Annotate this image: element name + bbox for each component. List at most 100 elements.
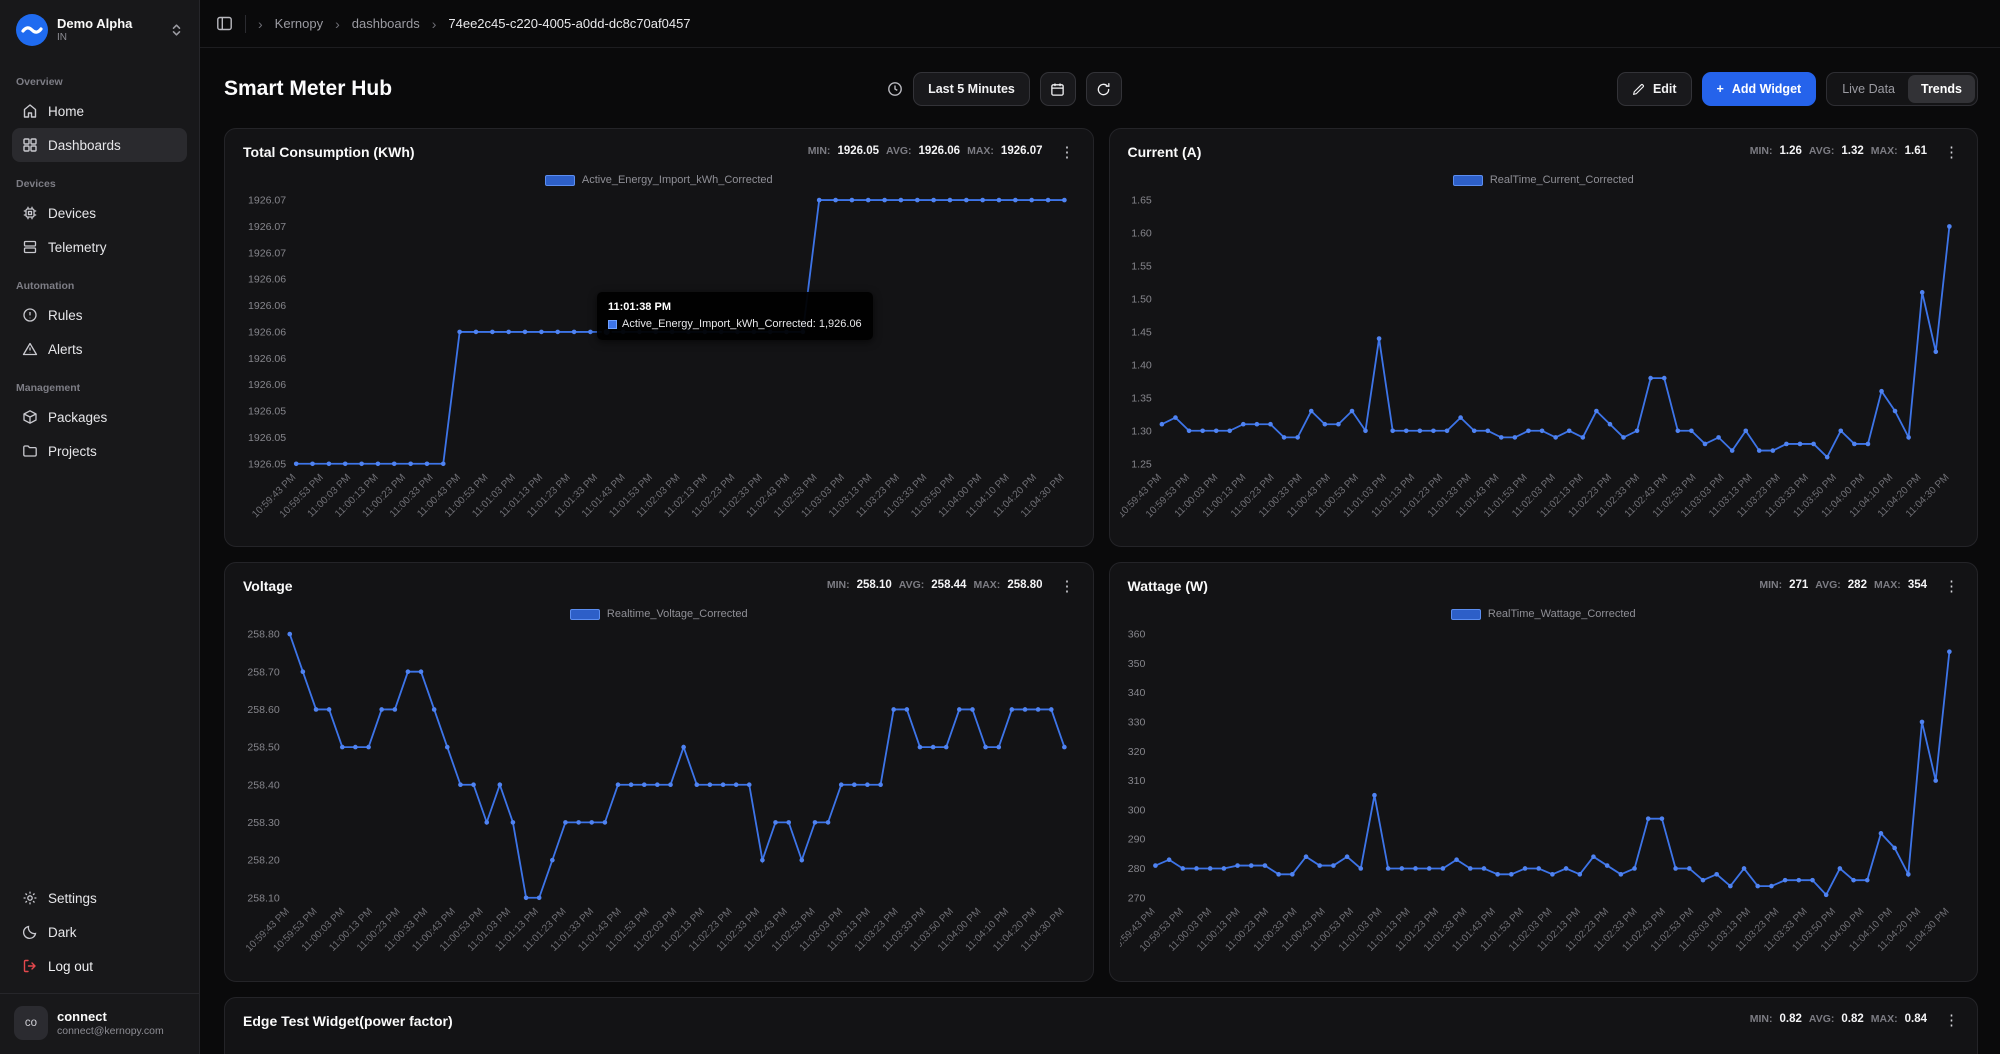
svg-text:1.45: 1.45 [1131,326,1152,338]
sidebar-item-theme-toggle[interactable]: Dark [12,915,187,949]
org-switcher[interactable]: Demo Alpha IN [12,10,187,60]
chart-legend: RealTime_Current_Corrected [1120,170,1968,190]
chevron-right-icon: › [258,15,263,32]
sidebar-item-telemetry[interactable]: Telemetry [12,230,187,264]
widget-title: Wattage (W) [1127,578,1208,595]
logout-icon [23,959,36,973]
sidebar-item-devices[interactable]: Devices [12,196,187,230]
main-area: › Kernopy › dashboards › 74ee2c45-c220-4… [200,0,2000,1054]
view-mode-segmented: Live Data Trends [1826,72,1978,106]
svg-text:360: 360 [1127,629,1145,641]
sidebar-item-label: Projects [48,443,97,459]
sidebar-item-projects[interactable]: Projects [12,434,187,468]
widget-title: Total Consumption (KWh) [243,144,415,160]
svg-text:310: 310 [1127,775,1145,787]
sidebar-item-rules[interactable]: Rules [12,298,187,332]
sidebar-item-label: Home [48,103,85,119]
widget-voltage: Voltage MIN: 258.10 AVG: 258.44 MAX: 258.80… [224,562,1094,982]
sidebar-item-alerts[interactable]: Alerts [12,332,187,366]
svg-text:1926.05: 1926.05 [248,458,286,470]
page-title: Smart Meter Hub [224,77,393,100]
sidebar-item-home[interactable]: Home [12,94,187,128]
legend-swatch [1452,174,1483,186]
svg-text:270: 270 [1127,893,1145,905]
svg-text:330: 330 [1127,717,1145,729]
edit-button[interactable]: Edit [1616,72,1692,106]
stat-max: 0.84 [1904,1013,1927,1026]
widget-title: Current (A) [1127,144,1202,160]
user-name: connect [57,1009,107,1025]
sidebar-item-settings[interactable]: Settings [12,881,187,915]
tab-live-data[interactable]: Live Data [1842,82,1895,96]
moon-icon [22,925,37,940]
svg-text:290: 290 [1127,834,1145,846]
sidebar-footer: Settings Dark Log out co connect connect… [0,881,199,1042]
sidebar-toggle-button[interactable] [216,15,233,32]
widget-menu-button[interactable]: ⋮ [1059,143,1075,161]
org-logo-icon [16,14,48,46]
gear-icon [23,891,37,905]
svg-text:1926.06: 1926.06 [248,379,286,391]
stat-min: 0.82 [1779,1013,1802,1026]
widget-menu-button[interactable]: ⋮ [1944,577,1959,595]
chart-canvas[interactable]: 1.651.601.551.501.451.401.351.301.2510:5… [1120,190,1968,544]
chip-icon [23,206,37,220]
svg-text:1.30: 1.30 [1131,425,1152,437]
svg-text:258.40: 258.40 [247,780,279,792]
widget-edge-test: Edge Test Widget(power factor) MIN: 0.82 … [224,996,1978,1054]
widget-menu-button[interactable]: ⋮ [1944,1012,1959,1030]
chart-canvas[interactable]: 1926.07 1926.07 1926.07 1926.06 1926.06 1926.… [235,190,1083,544]
widget-current: Current (A) MIN: 1.26 AVG: 1.32 MAX: 1.61 ⋮… [1108,128,1978,548]
svg-text:258.60: 258.60 [247,704,279,716]
widget-grid: Total Consumption (KWh) MIN: 1926.05 AVG:… [224,128,1978,982]
section-heading-overview: Overview [16,76,63,88]
chart-canvas[interactable]: 258.80 258.70 258.60 258.50 258.40 258.30 258.… [235,624,1083,978]
sidebar-item-label: Settings [48,890,97,906]
user-email: connect@kernopy.com [57,1024,164,1037]
chart-legend: Active_Energy_Import_kWh_Corrected [235,170,1083,190]
chart-legend: Realtime_Voltage_Corrected [235,604,1083,624]
breadcrumb-org[interactable]: Kernopy [274,16,324,31]
legend-swatch [544,174,575,186]
svg-text:258.10: 258.10 [247,893,279,905]
calendar-button[interactable] [1039,72,1076,106]
chevron-right-icon: › [335,15,340,32]
widget-menu-button[interactable]: ⋮ [1059,577,1075,595]
alert-circle-icon [23,308,37,322]
tab-trends[interactable]: Trends [1908,75,1975,103]
widget-wattage: Wattage (W) MIN: 271 AVG: 282 MAX: 354 ⋮ Re… [1108,562,1978,982]
chevron-right-icon: › [431,15,437,32]
widget-menu-button[interactable]: ⋮ [1944,143,1959,161]
sidebar-item-dashboards[interactable]: Dashboards [12,128,187,162]
svg-text:1.40: 1.40 [1131,359,1152,371]
chevron-up-down-icon [170,23,183,37]
breadcrumb-dashboards[interactable]: dashboards [351,16,420,31]
user-account[interactable]: co connect connect@kernopy.com [12,994,187,1042]
stat-min: 1926.05 [837,144,880,157]
refresh-button[interactable] [1085,72,1122,106]
add-widget-button[interactable]: + Add Widget [1701,72,1817,106]
svg-text:258.20: 258.20 [247,855,279,867]
legend-swatch [1450,608,1481,620]
svg-text:1926.06: 1926.06 [248,300,286,312]
widget-stats: MIN: 258.10 AVG: 258.44 MAX: 258.80 ⋮ [826,577,1075,595]
warning-triangle-icon [22,342,38,356]
stat-max: 1.61 [1904,144,1927,157]
time-range-button[interactable]: Last 5 Minutes [913,72,1030,106]
pencil-icon [1632,83,1644,95]
svg-text:258.80: 258.80 [247,629,279,641]
stat-min: 271 [1789,578,1809,591]
stat-avg: 1926.06 [918,144,961,157]
sidebar-item-label: Rules [48,307,83,323]
clock-icon [887,81,903,97]
sidebar-item-label: Alerts [48,341,83,357]
chart-tooltip: 11:01:38 PM Active_Energy_Import_kWh_Cor… [597,292,873,341]
widget-stats: MIN: 1.26 AVG: 1.32 MAX: 1.61 ⋮ [1749,143,1959,161]
org-region: IN [57,31,67,43]
refresh-icon [1098,82,1110,95]
package-icon [23,410,37,424]
sidebar-item-packages[interactable]: Packages [12,400,187,434]
sidebar-item-logout[interactable]: Log out [12,949,187,983]
